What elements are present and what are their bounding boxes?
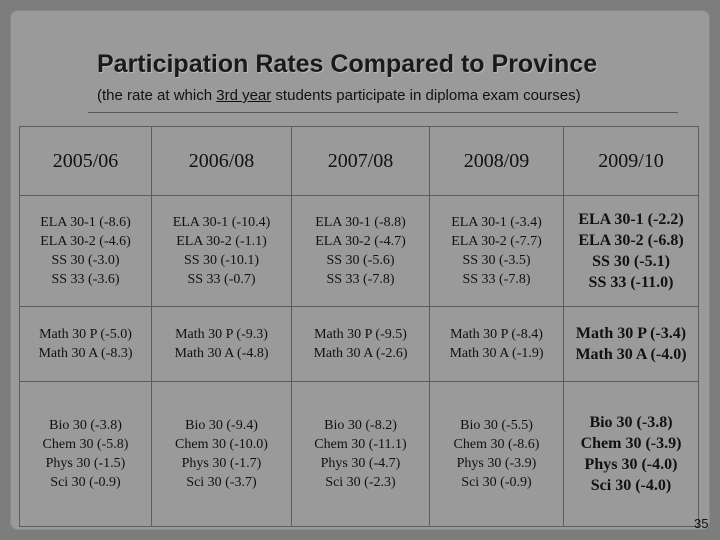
header-cell: 2009/10 xyxy=(563,126,699,196)
cell-line: ELA 30-1 (-2.2) xyxy=(578,211,684,228)
header-cell: 2006/08 xyxy=(151,126,292,196)
header-cell: 2005/06 xyxy=(19,126,152,196)
cell-line: Bio 30 (-8.2) xyxy=(324,418,397,433)
cell-line: Math 30 P (-3.4) xyxy=(575,325,687,342)
cell-line: SS 33 (-0.7) xyxy=(187,272,256,287)
cell-line: ELA 30-2 (-6.8) xyxy=(578,232,684,249)
cell-line: Phys 30 (-4.7) xyxy=(320,456,401,471)
cell-line: ELA 30-1 (-8.6) xyxy=(40,215,131,230)
cell-line: Chem 30 (-11.1) xyxy=(314,437,407,452)
cell-line: Bio 30 (-9.4) xyxy=(185,418,258,433)
cell-line: Math 30 A (-8.3) xyxy=(38,346,133,361)
cell-line: ELA 30-2 (-1.1) xyxy=(176,234,267,249)
subtitle-text-end: students participate in diploma exam cou… xyxy=(271,87,581,104)
header-cell: 2008/09 xyxy=(429,126,564,196)
cell-line: Phys 30 (-4.0) xyxy=(584,456,678,473)
cell-line: ELA 30-1 (-3.4) xyxy=(451,215,542,230)
cell-line: SS 30 (-5.1) xyxy=(592,253,670,270)
table-row-math: Math 30 P (-5.0) Math 30 A (-8.3) Math 3… xyxy=(19,306,699,382)
cell-line: ELA 30-2 (-4.6) xyxy=(40,234,131,249)
table-cell: ELA 30-1 (-8.8) ELA 30-2 (-4.7) SS 30 (-… xyxy=(291,195,430,307)
cell-line: SS 30 (-10.1) xyxy=(183,253,260,268)
slide-title: Participation Rates Compared to Province xyxy=(97,50,598,78)
cell-line: SS 30 (-5.6) xyxy=(326,253,395,268)
cell-line: SS 33 (-7.8) xyxy=(462,272,531,287)
page-number: 35 xyxy=(694,516,709,531)
cell-line: Bio 30 (-5.5) xyxy=(460,418,533,433)
cell-line: SS 33 (-3.6) xyxy=(51,272,120,287)
cell-line: Sci 30 (-3.7) xyxy=(186,475,257,490)
cell-line: Math 30 P (-8.4) xyxy=(450,327,543,342)
table-cell: Math 30 P (-9.5) Math 30 A (-2.6) xyxy=(291,306,430,382)
cell-line: Math 30 A (-4.0) xyxy=(575,346,687,363)
cell-line: Math 30 A (-1.9) xyxy=(449,346,544,361)
cell-line: Math 30 P (-9.5) xyxy=(314,327,407,342)
participation-table: 2005/06 2006/08 2007/08 2008/09 2009/10 … xyxy=(19,126,699,527)
table-header-row: 2005/06 2006/08 2007/08 2008/09 2009/10 xyxy=(19,126,699,196)
subtitle-text-start: (the rate at which xyxy=(97,87,217,104)
cell-line: Phys 30 (-1.5) xyxy=(45,456,126,471)
table-cell: Math 30 P (-9.3) Math 30 A (-4.8) xyxy=(151,306,292,382)
cell-line: SS 30 (-3.0) xyxy=(51,253,120,268)
cell-line: Bio 30 (-3.8) xyxy=(589,414,673,431)
cell-line: Phys 30 (-1.7) xyxy=(181,456,262,471)
table-cell-highlighted: Bio 30 (-3.8) Chem 30 (-3.9) Phys 30 (-4… xyxy=(563,381,699,527)
table-cell: Math 30 P (-8.4) Math 30 A (-1.9) xyxy=(429,306,564,382)
subtitle-underlined-text: 3rd year xyxy=(216,87,272,104)
title-divider xyxy=(88,112,678,113)
table-cell: ELA 30-1 (-3.4) ELA 30-2 (-7.7) SS 30 (-… xyxy=(429,195,564,307)
table-cell: ELA 30-1 (-10.4) ELA 30-2 (-1.1) SS 30 (… xyxy=(151,195,292,307)
cell-line: Sci 30 (-4.0) xyxy=(590,477,672,494)
cell-line: Sci 30 (-0.9) xyxy=(461,475,532,490)
table-cell-highlighted: ELA 30-1 (-2.2) ELA 30-2 (-6.8) SS 30 (-… xyxy=(563,195,699,307)
cell-line: ELA 30-1 (-8.8) xyxy=(315,215,406,230)
cell-line: Chem 30 (-10.0) xyxy=(175,437,268,452)
cell-line: SS 33 (-11.0) xyxy=(588,274,674,291)
cell-line: Math 30 A (-2.6) xyxy=(313,346,408,361)
cell-line: ELA 30-1 (-10.4) xyxy=(172,215,271,230)
cell-line: Sci 30 (-0.9) xyxy=(50,475,121,490)
table-row-ela-ss: ELA 30-1 (-8.6) ELA 30-2 (-4.6) SS 30 (-… xyxy=(19,195,699,307)
table-cell: Math 30 P (-5.0) Math 30 A (-8.3) xyxy=(19,306,152,382)
table-cell-highlighted: Math 30 P (-3.4) Math 30 A (-4.0) xyxy=(563,306,699,382)
table-cell: Bio 30 (-3.8) Chem 30 (-5.8) Phys 30 (-1… xyxy=(19,381,152,527)
cell-line: Phys 30 (-3.9) xyxy=(456,456,537,471)
table-cell: Bio 30 (-9.4) Chem 30 (-10.0) Phys 30 (-… xyxy=(151,381,292,527)
cell-line: Sci 30 (-2.3) xyxy=(325,475,396,490)
cell-line: SS 30 (-3.5) xyxy=(462,253,531,268)
cell-line: ELA 30-2 (-4.7) xyxy=(315,234,406,249)
cell-line: Math 30 P (-5.0) xyxy=(39,327,132,342)
cell-line: Math 30 A (-4.8) xyxy=(174,346,269,361)
cell-line: Chem 30 (-5.8) xyxy=(42,437,129,452)
table-cell: ELA 30-1 (-8.6) ELA 30-2 (-4.6) SS 30 (-… xyxy=(19,195,152,307)
cell-line: Bio 30 (-3.8) xyxy=(49,418,122,433)
cell-line: Chem 30 (-3.9) xyxy=(580,435,682,452)
header-cell: 2007/08 xyxy=(291,126,430,196)
cell-line: SS 33 (-7.8) xyxy=(326,272,395,287)
table-cell: Bio 30 (-5.5) Chem 30 (-8.6) Phys 30 (-3… xyxy=(429,381,564,527)
cell-line: ELA 30-2 (-7.7) xyxy=(451,234,542,249)
slide-subtitle: (the rate at which 3rd year students par… xyxy=(97,87,581,104)
table-row-science: Bio 30 (-3.8) Chem 30 (-5.8) Phys 30 (-1… xyxy=(19,381,699,527)
cell-line: Math 30 P (-9.3) xyxy=(175,327,268,342)
cell-line: Chem 30 (-8.6) xyxy=(453,437,540,452)
table-cell: Bio 30 (-8.2) Chem 30 (-11.1) Phys 30 (-… xyxy=(291,381,430,527)
